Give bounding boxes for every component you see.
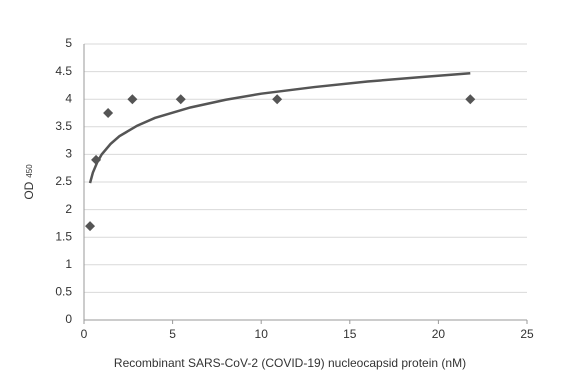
y-tick-label: 5 [65, 36, 72, 50]
y-tick-label: 1.5 [55, 229, 72, 243]
x-tick-label: 0 [81, 327, 88, 341]
y-tick-label: 1 [65, 257, 72, 271]
y-tick-label: 3 [65, 147, 72, 161]
y-axis-label-main: OD [22, 181, 36, 199]
y-tick-label: 4.5 [55, 64, 72, 78]
y-tick-label: 2.5 [55, 174, 72, 188]
data-point [91, 154, 102, 165]
y-tick-label: 0.5 [55, 285, 72, 299]
trendline [88, 72, 471, 184]
data-point [127, 94, 138, 105]
y-axis-label-subscript: 450 [25, 164, 34, 178]
x-tick-label: 20 [432, 327, 446, 341]
y-tick-label: 0 [65, 312, 72, 326]
data-point [272, 94, 283, 105]
x-tick-label: 15 [343, 327, 357, 341]
x-tick-label: 10 [255, 327, 269, 341]
data-point [85, 221, 96, 232]
y-axis-label: OD 450 [22, 164, 36, 200]
data-point [465, 94, 476, 105]
x-tick-label: 5 [169, 327, 176, 341]
y-tick-label: 4 [65, 91, 72, 105]
x-axis-label: Recombinant SARS-CoV-2 (COVID-19) nucleo… [114, 356, 466, 370]
data-point [175, 94, 186, 105]
x-tick-label: 25 [520, 327, 534, 341]
y-tick-label: 2 [65, 202, 72, 216]
y-tick-label: 3.5 [55, 119, 72, 133]
data-point [103, 108, 114, 118]
